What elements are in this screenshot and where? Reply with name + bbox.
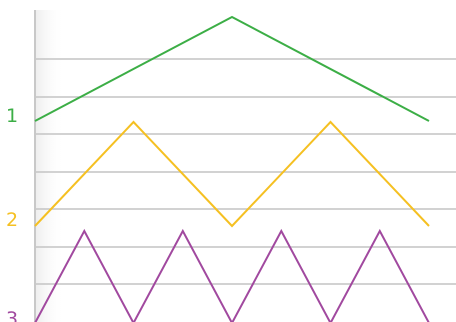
series-label-3: 3 xyxy=(6,308,18,322)
series-label-2: 2 xyxy=(6,209,18,231)
series-line-3 xyxy=(34,228,430,322)
axis-shadow xyxy=(35,10,65,322)
series-label-1: 1 xyxy=(6,105,18,127)
series-lines xyxy=(34,15,430,322)
series-line-1 xyxy=(34,15,430,122)
series-line-2 xyxy=(34,120,430,228)
grid xyxy=(35,58,456,285)
